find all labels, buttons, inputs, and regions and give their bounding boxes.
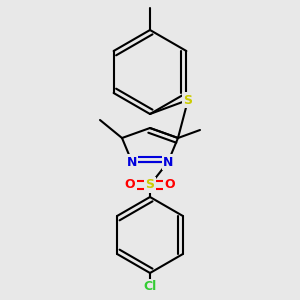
Text: O: O bbox=[165, 178, 175, 191]
Text: N: N bbox=[163, 155, 173, 169]
Text: S: S bbox=[184, 94, 193, 106]
Text: S: S bbox=[146, 178, 154, 191]
Text: Cl: Cl bbox=[143, 280, 157, 293]
Text: O: O bbox=[125, 178, 135, 191]
Text: N: N bbox=[127, 155, 137, 169]
